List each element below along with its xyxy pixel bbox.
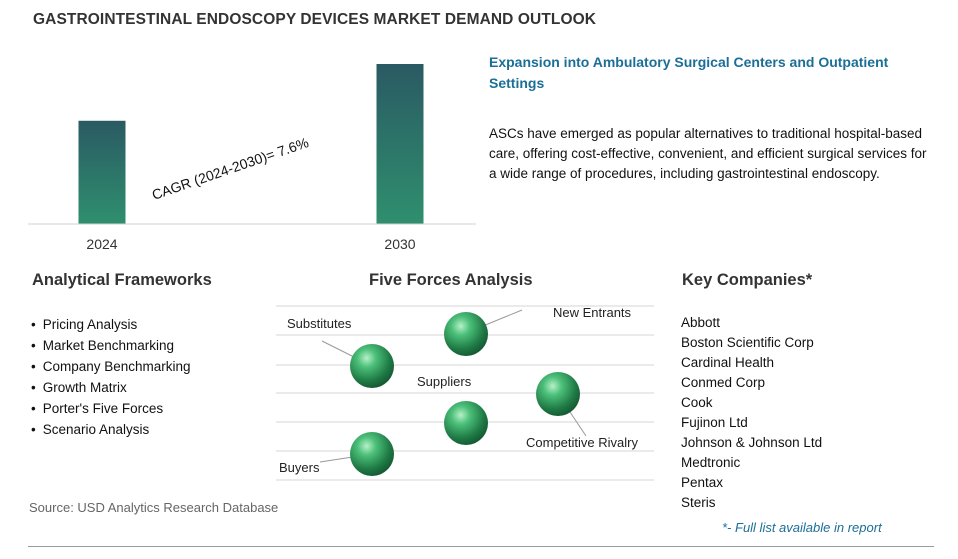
- substitutes-label: Substitutes: [287, 316, 352, 331]
- headline: Expansion into Ambulatory Surgical Cente…: [489, 54, 889, 91]
- list-item: Scenario Analysis: [31, 419, 191, 440]
- description: ASCs have emerged as popular alternative…: [489, 126, 927, 181]
- buyers-sphere: [350, 432, 394, 476]
- list-item: Fujinon Ltd: [681, 415, 748, 430]
- list-item: Company Benchmarking: [31, 356, 191, 377]
- new-entrants-label: New Entrants: [553, 305, 632, 320]
- five-forces-diagram: New Entrants Substitutes Suppliers Compe…: [276, 305, 654, 481]
- suppliers-label: Suppliers: [417, 374, 472, 389]
- source-note: Source: USD Analytics Research Database: [29, 500, 279, 515]
- buyers-label: Buyers: [279, 460, 320, 475]
- list-item: Porter's Five Forces: [31, 398, 191, 419]
- frameworks-heading: Analytical Frameworks: [32, 271, 212, 289]
- frameworks-list: Pricing Analysis Market Benchmarking Com…: [31, 314, 191, 440]
- suppliers-sphere: [444, 401, 488, 445]
- x-tick-label: 2024: [86, 236, 117, 252]
- list-item: Cardinal Health: [681, 355, 775, 370]
- cagr-annotation: CAGR (2024-2030)= 7.6%: [150, 134, 311, 203]
- bar-2030: [376, 64, 424, 224]
- competitive-rivalry-sphere: [536, 372, 580, 416]
- list-item: Pricing Analysis: [31, 314, 191, 335]
- footnote: *- Full list available in report: [722, 520, 882, 535]
- bar-chart: 2024 2030 CAGR (2024-2030)= 7.6%: [28, 64, 476, 252]
- list-item: Boston Scientific Corp: [681, 335, 814, 350]
- x-tick-label: 2030: [384, 236, 415, 252]
- companies-heading: Key Companies*: [682, 271, 813, 289]
- bottom-divider: [28, 546, 934, 547]
- five-forces-heading: Five Forces Analysis: [369, 271, 533, 289]
- page-title: GASTROINTESTINAL ENDOSCOPY DEVICES MARKE…: [33, 11, 597, 28]
- list-item: Johnson & Johnson Ltd: [681, 435, 823, 450]
- competitive-rivalry-label: Competitive Rivalry: [526, 435, 638, 450]
- list-item: Growth Matrix: [31, 377, 191, 398]
- bar-2024: [78, 120, 126, 224]
- list-item: Steris: [681, 495, 716, 510]
- list-item: Market Benchmarking: [31, 335, 191, 356]
- companies-list: Abbott Boston Scientific Corp Cardinal H…: [681, 313, 822, 513]
- list-item: Conmed Corp: [681, 375, 766, 390]
- list-item: Pentax: [681, 475, 724, 490]
- list-item: Abbott: [681, 315, 721, 330]
- new-entrants-sphere: [444, 312, 488, 356]
- list-item: Medtronic: [681, 455, 741, 470]
- list-item: Cook: [681, 395, 713, 410]
- substitutes-sphere: [350, 344, 394, 388]
